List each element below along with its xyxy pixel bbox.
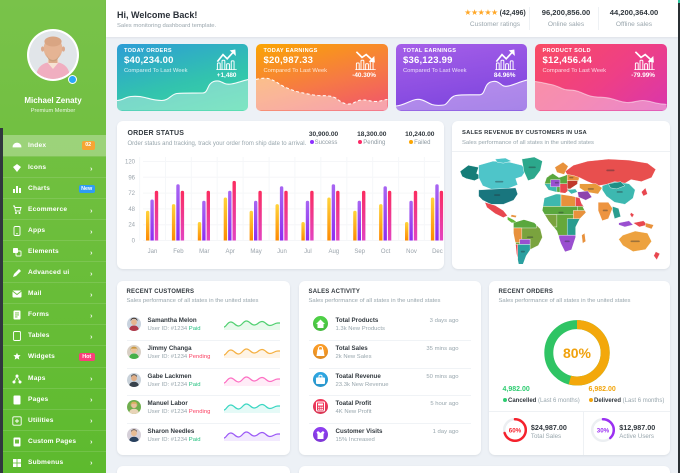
svg-text:Sep: Sep [354, 249, 365, 255]
svg-text:Jan: Jan [147, 249, 157, 255]
svg-text:120: 120 [124, 160, 135, 166]
svg-text:0: 0 [131, 239, 135, 245]
svg-text:24: 24 [128, 223, 135, 229]
svg-text:60%: 60% [509, 428, 522, 435]
svg-text:96: 96 [128, 175, 135, 181]
svg-text:30%: 30% [597, 428, 610, 435]
svg-text:Mar: Mar [199, 249, 209, 255]
svg-text:Jun: Jun [277, 249, 287, 255]
svg-text:48: 48 [128, 207, 135, 213]
svg-text:Dec: Dec [432, 249, 443, 255]
svg-text:Jul: Jul [304, 249, 312, 255]
svg-text:Apr: Apr [225, 249, 234, 255]
svg-text:Feb: Feb [173, 249, 184, 255]
svg-text:May: May [250, 249, 261, 255]
svg-text:80%: 80% [562, 344, 591, 360]
svg-text:72: 72 [128, 191, 135, 197]
svg-text:Nov: Nov [406, 249, 417, 255]
svg-text:Oct: Oct [380, 249, 390, 255]
svg-text:Aug: Aug [328, 249, 339, 255]
